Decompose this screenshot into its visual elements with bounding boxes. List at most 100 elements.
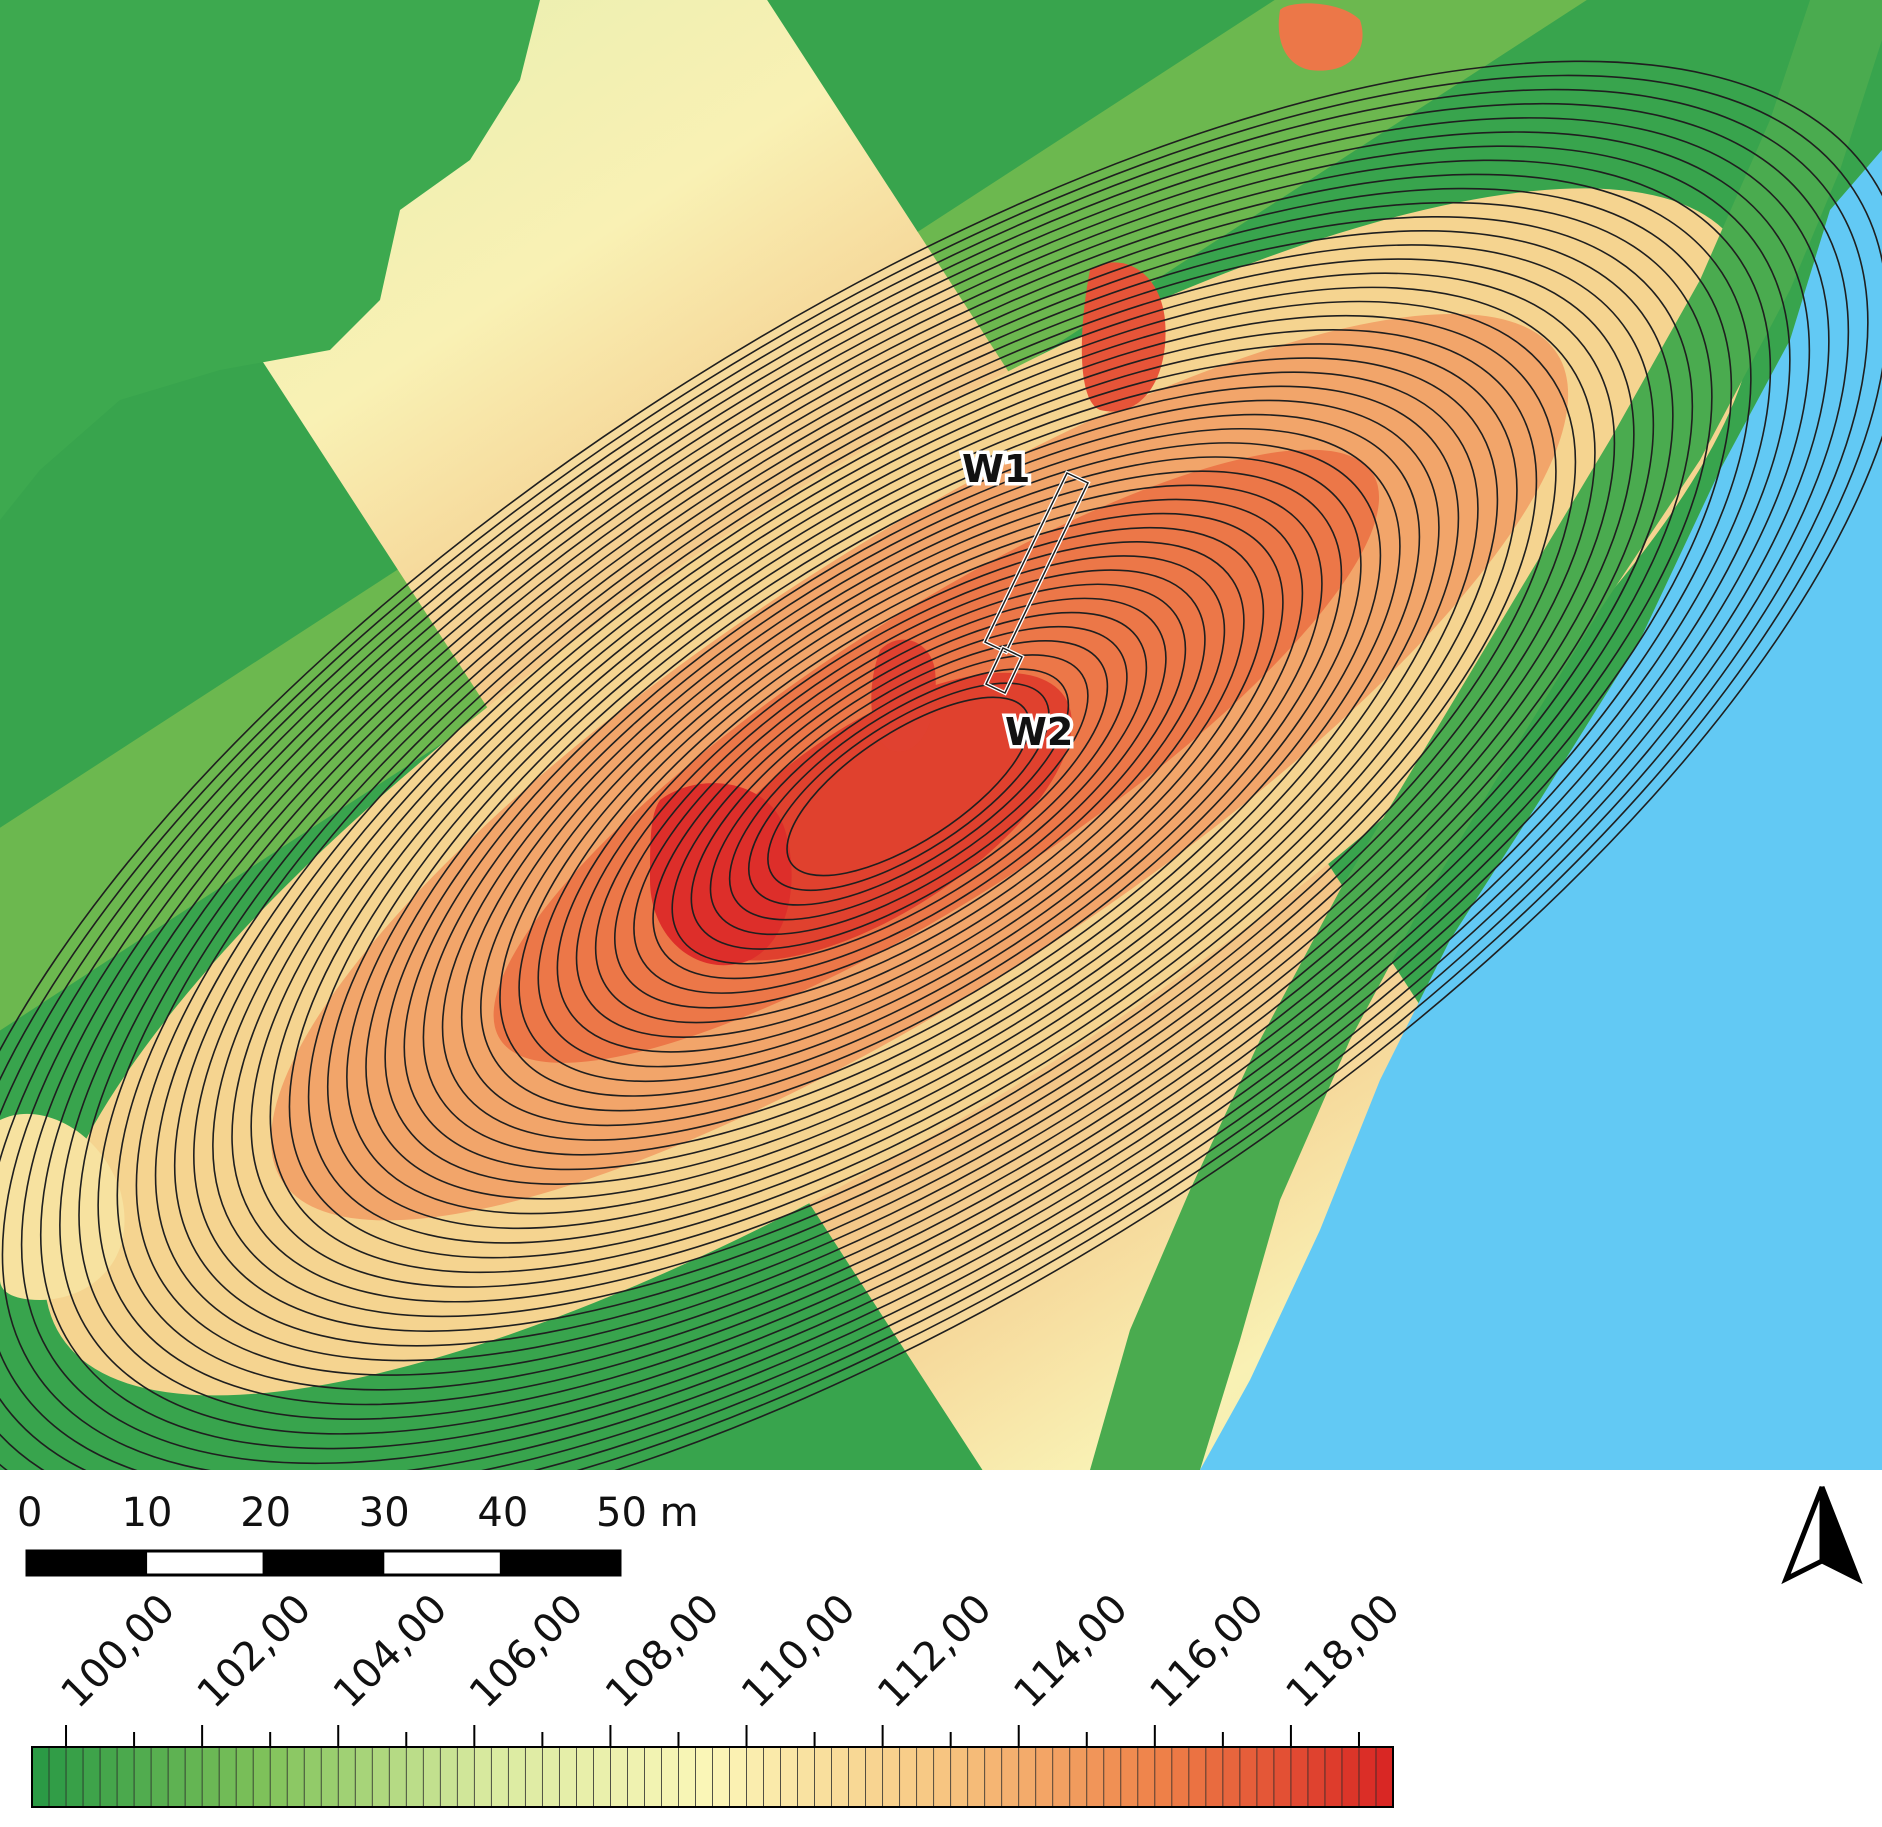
scale-bar-segment <box>25 1549 148 1577</box>
contour-line <box>288 329 1538 1259</box>
legend-color-step <box>422 1746 442 1808</box>
north-peak-a <box>1278 3 1363 71</box>
legend-color-step <box>473 1746 493 1808</box>
sea <box>1200 150 1882 1470</box>
legend-color-step <box>201 1746 221 1808</box>
legend-color-step <box>269 1746 289 1808</box>
legend-label: 108,00 <box>597 1586 728 1717</box>
legend-color-step <box>167 1746 187 1808</box>
legend-color-step <box>1324 1746 1343 1808</box>
legend-label: 106,00 <box>461 1586 592 1717</box>
scale-bar-label: 50 m <box>596 1490 699 1536</box>
legend-color-step <box>1273 1746 1292 1808</box>
trench-w2-outline <box>985 647 1023 694</box>
legend-color-step <box>405 1746 425 1808</box>
legend-color-step <box>48 1746 67 1808</box>
scale-bar-label: 30 <box>359 1490 410 1536</box>
contour-line <box>0 88 1869 1470</box>
north-arrow-icon <box>1781 1486 1825 1585</box>
contour-line <box>307 343 1518 1244</box>
legend-color-step <box>967 1746 986 1808</box>
contour-line <box>594 555 1226 1024</box>
legend-color-step <box>593 1746 612 1808</box>
contour-line <box>614 569 1206 1009</box>
legend-color-step <box>814 1746 833 1808</box>
contour-line <box>575 541 1245 1038</box>
legend-color-step <box>610 1746 629 1808</box>
legend-frame <box>31 1746 1394 1808</box>
contour-line <box>480 470 1343 1112</box>
scale-bar: 0 10 20 30 40 50 m <box>17 1490 699 1577</box>
legend-color-step <box>1171 1746 1190 1808</box>
legend-color-step <box>1035 1746 1054 1808</box>
northwest-lowland <box>0 0 540 520</box>
legend-label: 110,00 <box>733 1586 864 1717</box>
legend-color-step <box>1137 1746 1156 1808</box>
coastal-slope <box>1090 0 1882 1470</box>
legend-color-step <box>320 1746 340 1808</box>
contour-line <box>499 484 1323 1097</box>
legend-color-step <box>184 1746 204 1808</box>
legend-color-step <box>388 1746 408 1808</box>
legend-color-step <box>1052 1746 1071 1808</box>
north-arrow-fill <box>1819 1486 1863 1585</box>
legend-color-step <box>678 1746 697 1808</box>
legend-color-step <box>1239 1746 1258 1808</box>
contour-line <box>690 625 1128 950</box>
legend-color-step <box>303 1746 323 1808</box>
contour-line <box>518 498 1304 1083</box>
contour-line <box>384 399 1440 1185</box>
contour-line <box>441 442 1382 1141</box>
legend-color-step <box>116 1746 135 1808</box>
legend-color-step <box>644 1746 663 1808</box>
contour-line <box>365 385 1460 1200</box>
trench-w1-outline <box>983 472 1090 653</box>
legend-color-step <box>524 1746 544 1808</box>
contour-line <box>154 230 1674 1362</box>
legend-color-step <box>797 1746 816 1808</box>
legend-color-step <box>558 1746 578 1808</box>
contour-line <box>326 357 1499 1229</box>
legend-color-step <box>490 1746 510 1808</box>
legend-color-step <box>1103 1746 1122 1808</box>
legend-color-step <box>31 1746 50 1808</box>
contour-line <box>0 102 1850 1470</box>
contour-line <box>0 60 1882 1470</box>
legend-color-step <box>507 1746 527 1808</box>
legend-color-step <box>218 1746 238 1808</box>
legend-color-step <box>1375 1746 1394 1808</box>
legend-color-step <box>899 1746 918 1808</box>
legend-color-step <box>1290 1746 1309 1808</box>
legend-color-step <box>712 1746 731 1808</box>
scale-bar-label: 10 <box>122 1490 173 1536</box>
scale-bar-segment <box>499 1549 622 1577</box>
legend-color-step <box>252 1746 272 1808</box>
contour-line <box>193 258 1635 1332</box>
legend-color-step <box>950 1746 969 1808</box>
main-summit <box>650 783 792 966</box>
scale-bar-segment <box>262 1549 385 1577</box>
legend-color-step <box>1154 1746 1173 1808</box>
legend-label: 116,00 <box>1141 1586 1272 1717</box>
legend-color-step <box>831 1746 850 1808</box>
scale-bar-label: 40 <box>477 1490 528 1536</box>
contour-line <box>250 300 1577 1288</box>
contour-lines <box>0 60 1882 1470</box>
legend-color-step <box>780 1746 799 1808</box>
contour-line <box>173 244 1655 1347</box>
legend-color-step <box>729 1746 748 1808</box>
contour-line <box>212 272 1616 1318</box>
contour-line <box>269 314 1557 1274</box>
contour-line <box>671 611 1148 965</box>
elevation-legend: 100,00 102,00 104,00 106,00 108,00 110,00 112,… <box>31 1586 1409 1808</box>
legend-color-step <box>456 1746 476 1808</box>
legend-color-step <box>82 1746 101 1808</box>
legend-color-step <box>746 1746 765 1808</box>
scale-bar-tick-labels: 0 10 20 30 40 50 m <box>17 1490 699 1536</box>
contour-line <box>652 597 1167 980</box>
contour-line <box>78 173 1752 1420</box>
legend-label: 102,00 <box>189 1586 320 1717</box>
legend-color-step <box>695 1746 714 1808</box>
contour-line <box>786 696 1031 877</box>
legend-color-step <box>337 1746 357 1808</box>
